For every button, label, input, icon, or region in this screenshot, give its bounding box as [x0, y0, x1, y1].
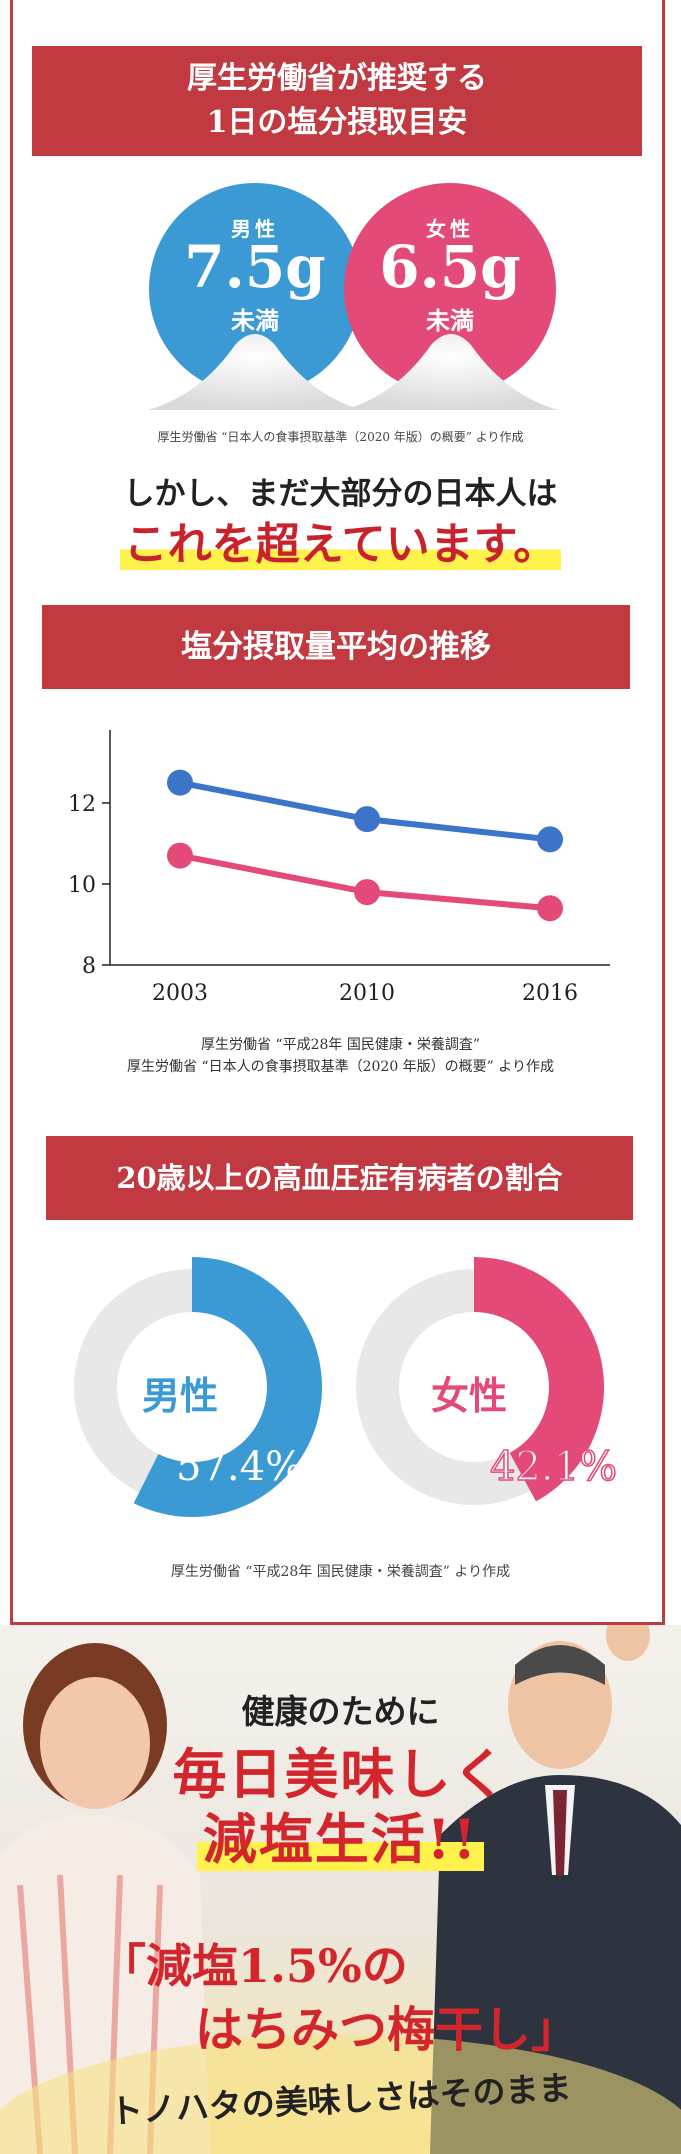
data-point	[354, 806, 380, 833]
promo-line2: 毎日美味しく	[172, 1742, 509, 1806]
salt-pile-icon	[344, 334, 558, 410]
promo-line3-text: 減塩生活!!	[196, 1807, 485, 1871]
male-value: 7.5g	[184, 233, 326, 301]
source-note-1: 厚生労働省 “日本人の食事摂取基準（2020 年版）の概要” より作成	[157, 430, 524, 444]
salt-intake-line-chart: 8 10 12 2003 2010 2016	[68, 730, 610, 1006]
headline-emphasis: これを超えています。	[119, 519, 562, 570]
male-hypertension-donut	[74, 1257, 322, 1517]
x-tick-label: 2010	[339, 981, 395, 1006]
source-note-2-line2: 厚生労働省 “日本人の食事摂取基準（2020 年版）の概要” より作成	[126, 1059, 554, 1075]
banner-title-line1: 厚生労働省が推奨する	[187, 61, 487, 96]
female-sub: 未満	[426, 306, 474, 335]
source-note-2: 厚生労働省 “平成28年 国民健康・栄養調査” 厚生労働省 “日本人の食事摂取基…	[0, 1034, 681, 1078]
data-point	[537, 826, 563, 853]
salt-pile-icon	[148, 334, 362, 410]
x-tick-label: 2016	[522, 981, 578, 1006]
source-note-2-line1: 厚生労働省 “平成28年 国民健康・栄養調査”	[200, 1037, 481, 1053]
intake-trend-banner: 塩分摂取量平均の推移	[42, 605, 630, 689]
data-point	[354, 879, 380, 906]
male-donut-label: 男性	[141, 1373, 218, 1418]
promo-line3: 減塩生活!!	[0, 1795, 681, 1874]
female-value: 6.5g	[379, 233, 521, 301]
couple-photo-illustration	[0, 1625, 681, 2154]
y-tick-label: 12	[68, 792, 96, 817]
y-tick-label: 8	[82, 954, 96, 979]
female-percent: 42.1%	[489, 1443, 618, 1491]
banner-title-line2: 1日の塩分摂取目安	[206, 105, 468, 140]
promo-line1: 健康のために	[241, 1692, 440, 1731]
male-percent: 57.4%	[176, 1444, 304, 1490]
male-label: 男性	[231, 217, 279, 241]
headline-line2: これを超えています。	[0, 508, 681, 572]
female-donut-label: 女性	[430, 1373, 507, 1418]
data-point	[537, 895, 563, 922]
donut-slice	[133, 1257, 322, 1517]
recommendation-banner: 厚生労働省が推奨する 1日の塩分摂取目安	[32, 46, 642, 156]
female-label: 女性	[426, 217, 474, 241]
male-sub: 未満	[231, 306, 279, 335]
y-tick-label: 10	[68, 873, 96, 898]
source-note-3: 厚生労働省 “平成28年 国民健康・栄養調査” より作成	[170, 1564, 511, 1580]
female-hypertension-donut	[356, 1257, 604, 1505]
x-tick-label: 2003	[152, 981, 208, 1006]
male-intake-circle: 男性 7.5g 未満	[149, 183, 361, 395]
headline-line1: しかし、まだ大部分の日本人は	[123, 476, 558, 512]
data-point	[167, 842, 193, 869]
promo-line4: 「減塩1.5%の	[100, 1939, 408, 1993]
data-point	[167, 769, 193, 796]
promo-line5: はちみつ梅干し」	[195, 2002, 580, 2058]
donut-slice	[474, 1257, 604, 1502]
promo-photo-area: 健康のために 毎日美味しく 減塩生活!! 「減塩1.5%の はちみつ梅干し」 ト…	[0, 1625, 681, 2154]
hypertension-banner: 20歳以上の高血圧症有病者の割合	[46, 1136, 633, 1220]
